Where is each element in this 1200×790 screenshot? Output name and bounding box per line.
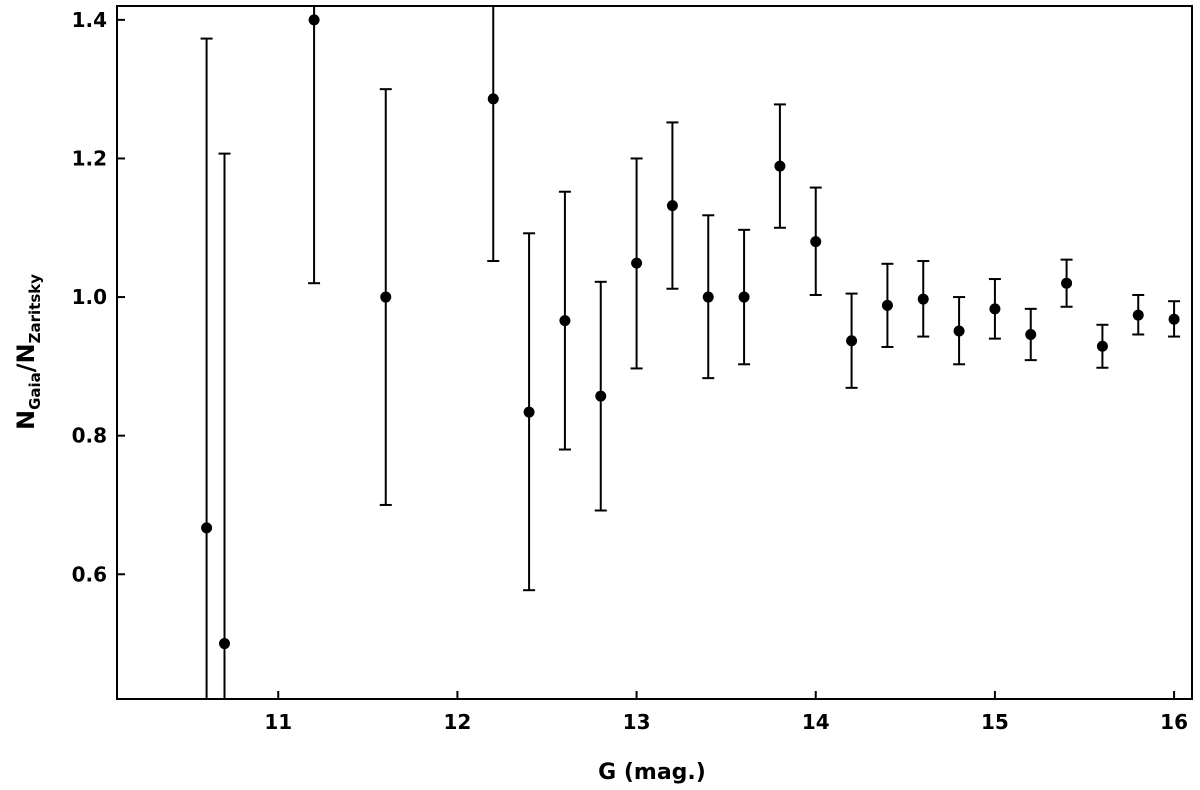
data-point	[774, 160, 786, 172]
x-tick-label: 15	[981, 710, 1009, 734]
data-point-group	[594, 280, 607, 512]
marks-layer	[200, 6, 1181, 699]
data-point-group	[218, 152, 231, 699]
y-label-sep: /	[12, 363, 40, 372]
y-label-den-sub: Zaritsky	[26, 274, 44, 344]
data-point	[380, 291, 392, 303]
data-point-group	[1024, 307, 1037, 362]
data-point	[219, 638, 230, 650]
y-tick-label: 1.0	[72, 285, 107, 309]
y-label-num-sub: Gaia	[26, 372, 44, 410]
data-point	[738, 291, 750, 303]
data-point-group	[881, 262, 894, 348]
x-tick-label: 14	[802, 710, 830, 734]
data-point	[846, 335, 858, 347]
data-point-group	[487, 6, 500, 263]
y-tick-label: 1.4	[72, 8, 107, 32]
data-point-group	[630, 157, 643, 370]
data-point	[1132, 309, 1144, 321]
y-label-num-main: N	[12, 410, 40, 430]
data-point	[881, 299, 893, 311]
data-point-group	[702, 214, 715, 380]
data-point-group	[1060, 258, 1073, 308]
data-point	[1096, 340, 1108, 352]
data-point-group	[666, 121, 679, 290]
plot-frame	[116, 5, 1193, 700]
data-point	[308, 14, 320, 26]
data-point-group	[845, 292, 858, 389]
data-point	[810, 236, 822, 248]
data-point	[666, 200, 678, 212]
data-point-group	[953, 296, 966, 366]
data-point-group	[809, 186, 822, 296]
data-point	[523, 406, 535, 418]
data-point	[917, 293, 929, 305]
data-point-group	[1168, 300, 1181, 338]
y-axis-label: NGaia/NZaritsky	[12, 274, 44, 430]
y-tick-label: 1.2	[72, 146, 107, 170]
data-point	[631, 257, 643, 269]
y-label-den-main: N	[12, 343, 40, 363]
data-point-group	[917, 260, 930, 338]
data-point	[595, 390, 607, 402]
data-point-group	[1096, 323, 1109, 369]
x-tick-label: 12	[443, 710, 471, 734]
data-point-group	[308, 6, 321, 285]
data-point	[989, 303, 1001, 315]
data-point	[1061, 277, 1073, 289]
data-point	[559, 315, 571, 327]
y-tick-label: 0.8	[72, 424, 107, 448]
data-point	[487, 93, 499, 105]
data-point	[201, 522, 213, 534]
data-point-group	[200, 37, 213, 699]
ticks-layer: 11 12 13 14 15 16 0.6 0.8 1.0 1.2 1.4	[72, 8, 1188, 734]
x-tick-label: 11	[264, 710, 292, 734]
data-point	[1168, 313, 1180, 325]
data-point	[953, 325, 965, 337]
data-point-group	[1132, 293, 1145, 336]
data-point	[702, 291, 714, 303]
x-tick-label: 16	[1160, 710, 1188, 734]
x-axis-label: G (mag.)	[598, 760, 706, 785]
data-point-group	[558, 190, 571, 451]
data-point-group	[523, 232, 536, 592]
data-point-group	[379, 88, 392, 506]
y-tick-label: 0.6	[72, 562, 107, 586]
x-tick-label: 13	[623, 710, 651, 734]
data-point	[1025, 328, 1037, 340]
data-point-group	[738, 228, 751, 366]
data-point-group	[988, 278, 1001, 340]
data-point-group	[773, 103, 786, 229]
